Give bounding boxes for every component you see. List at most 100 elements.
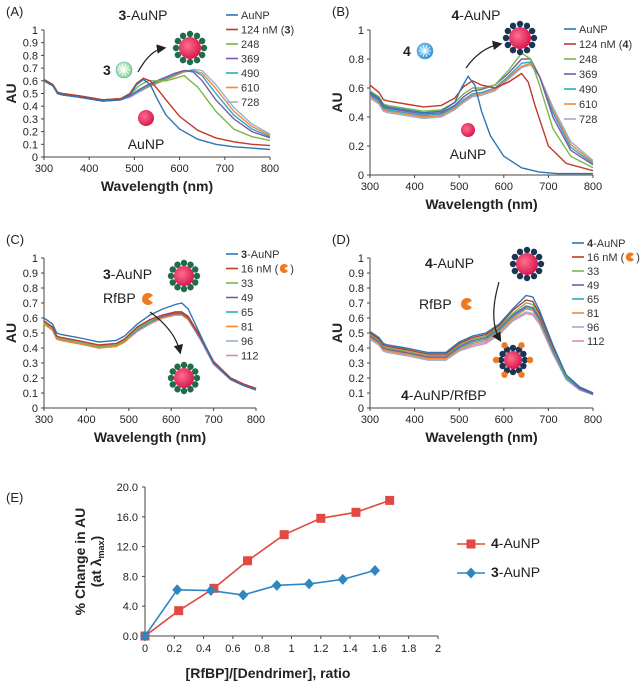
legend-entry: 65	[241, 307, 253, 319]
series-line-96	[43, 314, 257, 391]
y-tick-label: 0.5	[23, 328, 38, 340]
x-tick-label: 300	[361, 181, 379, 193]
data-point	[370, 564, 381, 576]
legend-entry: 490	[579, 84, 597, 96]
y-axis-title: % Change in AU	[72, 508, 88, 616]
y-tick-label: 0.8	[23, 283, 38, 295]
legend-entry: 112	[587, 336, 605, 348]
x-tick-label: 700	[539, 414, 557, 426]
y-tick-label: 0.7	[23, 63, 38, 75]
x-tick-label: 500	[450, 414, 468, 426]
data-point	[238, 589, 249, 601]
x-tick-label: 1.2	[313, 643, 328, 655]
y-tick-label: 0.9	[23, 38, 38, 50]
x-axis-title: Wavelength (nm)	[101, 178, 213, 194]
y-tick-label: 0.1	[23, 388, 38, 400]
x-tick-label: 800	[584, 181, 602, 193]
legend-entry: 728	[579, 114, 597, 126]
y-tick-label: 20.0	[117, 482, 138, 494]
y-tick-label: 0.1	[349, 388, 364, 400]
y-tick-label: 0.2	[349, 373, 364, 385]
legend-rfbp-icon	[279, 264, 289, 273]
y-tick-label: 0.4	[23, 101, 38, 113]
x-tick-label: 700	[216, 163, 234, 175]
y-tick-label: 0.2	[23, 373, 38, 385]
y-tick-label: 8.0	[123, 571, 138, 583]
panel-C: (C) 0 0.1 0.2 0.3 0.4 0.5 0.6 0.7 0.8 0.9 1 300 400 50…	[3, 232, 294, 445]
legend-entry: 96	[587, 322, 599, 334]
y-tick-label: 0.0	[123, 631, 138, 643]
series-line-124-nm-3-	[43, 77, 271, 147]
coated-nanoparticle-icon	[172, 30, 208, 66]
y-axis-title: AU	[3, 83, 19, 103]
legend-entry: 610	[579, 99, 597, 111]
protein-label: RfBP	[103, 290, 136, 306]
x-tick-label: 600	[162, 414, 180, 426]
y-tick-label: 0.9	[23, 268, 38, 280]
x-tick-label: 600	[495, 181, 513, 193]
legend-rfbp-icon	[625, 252, 635, 262]
data-point	[172, 584, 183, 596]
y-tick-label: 0.3	[23, 358, 38, 370]
panel-label: (B)	[332, 4, 349, 19]
y-tick-label: 0	[32, 152, 38, 164]
y-tick-label: 0.9	[349, 268, 364, 280]
dendrimer-4-icon	[416, 42, 434, 60]
legend-entry: 248	[241, 39, 259, 51]
y-tick-label: 0.2	[349, 141, 364, 153]
series-line-124-nm-4-	[369, 72, 594, 172]
coated-nanoparticle-icon	[502, 20, 538, 56]
conjugate-label: 4-AuNP	[425, 255, 474, 271]
x-tick-label: 600	[170, 163, 188, 175]
legend-entry-tail: )	[290, 264, 294, 276]
legend-entry: 3-AuNP	[491, 564, 540, 580]
y-tick-label: 0.3	[349, 358, 364, 370]
y-tick-label: 0	[358, 170, 364, 182]
data-point	[243, 556, 253, 566]
y-tick-label: 0.8	[349, 283, 364, 295]
x-tick-label: 300	[35, 414, 53, 426]
rfbp-protein-icon	[142, 293, 153, 306]
x-tick-label: 800	[261, 163, 279, 175]
y-tick-label: 0.5	[349, 328, 364, 340]
y-tick-label: 0.1	[23, 139, 38, 151]
x-tick-label: 400	[77, 414, 95, 426]
legend-entry: 16 nM (	[587, 252, 625, 264]
panel-D: (D) 0 0.1 0.2 0.3 0.4 0.5 0.6 0.7 0.8 0.9 1 300 400 50…	[329, 232, 640, 445]
legend-entry: AuNP	[241, 10, 270, 22]
legend-entry: 369	[579, 69, 597, 81]
x-tick-label: 600	[495, 414, 513, 426]
x-tick-label: 0.4	[196, 643, 211, 655]
x-tick-label: 300	[35, 163, 53, 175]
data-point	[174, 606, 184, 616]
y-tick-label: 0	[358, 403, 364, 415]
panel-label: (A)	[6, 4, 23, 19]
data-point	[271, 579, 282, 591]
conjugate-label: 3-AuNP	[103, 266, 152, 282]
series-line-aunp	[43, 78, 271, 151]
x-tick-label: 400	[405, 181, 423, 193]
data-point	[385, 495, 395, 505]
series-line-248	[43, 74, 271, 142]
panel-A: (A) 00.10.20.30.40.50.60.70.80.91 300 400 50…	[3, 4, 294, 194]
np-label: AuNP	[450, 146, 487, 162]
data-point	[140, 630, 150, 642]
legend-entry: 33	[587, 266, 599, 278]
legend-entry: 96	[241, 336, 253, 348]
dendrimer-3-icon	[115, 61, 133, 79]
x-axis-title: Wavelength (nm)	[425, 196, 537, 212]
x-tick-label: 1	[288, 643, 294, 655]
y-tick-label: 0.8	[23, 50, 38, 62]
legend-entry: 65	[587, 294, 599, 306]
x-tick-label: 0.6	[225, 643, 240, 655]
y-tick-label: 1	[32, 253, 38, 265]
legend-entry: 33	[241, 278, 253, 290]
data-point	[316, 513, 326, 523]
data-point	[205, 585, 216, 597]
y-axis-title: AU	[3, 323, 19, 343]
gold-nanoparticle-icon	[461, 123, 475, 137]
y-tick-label: 0.6	[23, 313, 38, 325]
y-tick-label: 0.4	[349, 343, 364, 355]
x-axis-title: [RfBP]/[Dendrimer], ratio	[186, 665, 351, 681]
y-tick-label: 0.6	[23, 76, 38, 88]
